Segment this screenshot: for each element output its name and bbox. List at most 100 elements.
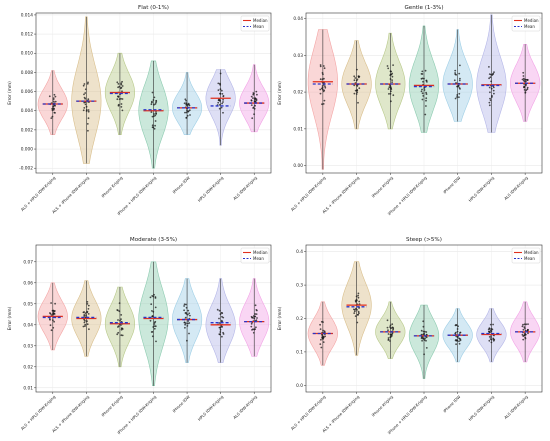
data-point [421,98,424,101]
data-point [153,103,155,106]
data-point [254,100,257,103]
data-point [54,302,56,305]
data-point [153,115,155,118]
data-point [154,297,157,299]
data-point [421,339,423,342]
data-point [250,99,253,102]
data-point [355,93,358,95]
data-point [392,328,394,331]
data-point [357,296,360,299]
data-point [488,339,491,342]
data-point [256,309,258,312]
data-point [219,88,222,91]
data-point [87,109,90,111]
data-point [353,312,356,314]
data-point [154,306,157,309]
data-point [121,109,124,112]
data-point [524,91,527,94]
data-point [84,312,87,314]
data-point [527,332,529,335]
data-point [183,309,186,312]
data-point [185,111,188,114]
data-point [354,89,357,92]
data-point [189,314,191,317]
data-point [324,331,326,334]
data-point [84,103,87,106]
data-point [455,324,457,326]
data-point [489,323,492,326]
data-point [524,327,526,330]
data-point [151,315,154,318]
data-point [188,312,191,315]
data-point [54,95,57,98]
data-point [155,112,158,115]
data-point [218,322,221,324]
y-tick-label: 0.014 [21,12,34,18]
data-point [83,321,86,324]
data-point [188,322,191,324]
data-point [252,328,254,331]
data-point [392,94,395,97]
data-point [522,79,525,82]
data-point [454,97,457,100]
data-point [221,326,224,328]
data-point [392,64,394,66]
data-point [425,105,427,107]
data-point [354,315,357,317]
data-point [155,340,157,343]
y-tick-label: 0.02 [23,364,33,370]
data-point [357,101,359,104]
y-tick-label: 0.06 [23,280,33,286]
data-point [321,333,323,336]
data-point [421,73,424,75]
y-tick-label: 0.000 [21,147,34,153]
data-point [492,89,495,92]
legend-mean-label: Mean [253,256,264,261]
data-point [117,104,120,107]
data-point [84,92,87,94]
data-point [423,77,425,80]
data-point [425,79,428,82]
data-point [324,85,326,88]
data-point [320,338,322,341]
data-point [118,98,121,100]
data-point [120,334,123,337]
data-point [219,72,222,75]
data-point [319,323,321,326]
data-point [490,338,493,341]
data-point [425,97,428,100]
data-point [459,77,461,80]
data-point [188,109,191,112]
data-point [50,117,53,119]
data-point [120,103,123,105]
data-point [459,338,462,341]
y-axis-label: Error (mm) [7,306,13,330]
data-point [357,292,360,295]
data-point [521,333,524,336]
data-point [88,328,90,331]
data-point [356,313,359,316]
data-point [255,90,258,93]
data-point [188,332,190,335]
data-point [117,331,120,334]
legend-mean-label: Mean [524,256,535,261]
legend-median-label: Median [524,18,539,23]
data-point [390,70,393,73]
data-point [153,323,156,325]
legend-mean-label: Mean [524,24,535,29]
data-point [217,89,220,91]
data-point [320,346,323,349]
data-point [525,323,528,326]
data-point [184,98,187,101]
data-point [117,83,120,85]
data-point [490,87,493,90]
data-point [49,312,51,314]
data-point [423,353,425,356]
data-point [524,333,527,336]
data-point [189,114,191,116]
data-point [490,80,492,83]
data-point [184,111,186,114]
data-point [386,319,389,322]
data-point [252,106,255,109]
data-point [219,313,222,315]
